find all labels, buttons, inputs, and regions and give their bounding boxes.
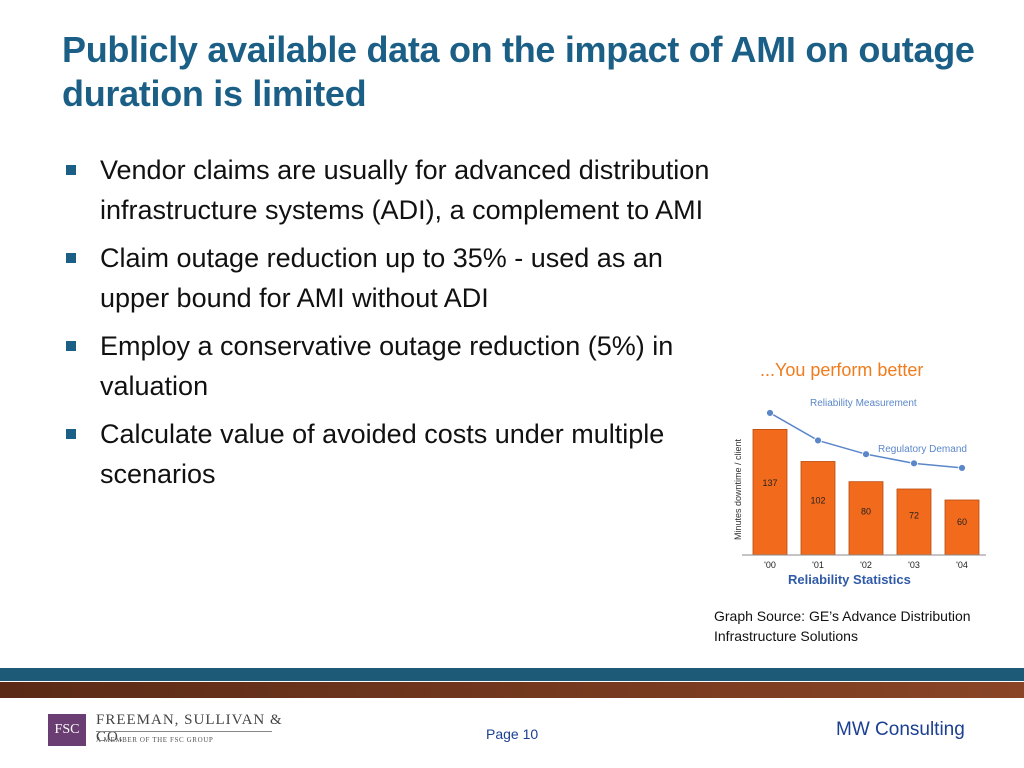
bar-value-label: 102 — [810, 496, 825, 506]
footer-band-brown — [0, 682, 1024, 698]
logo-divider — [96, 731, 272, 732]
bullet-text: Employ a conservative outage reduction (… — [100, 331, 674, 401]
logo-mark: FSC — [48, 714, 86, 746]
bullet-item: Employ a conservative outage reduction (… — [62, 326, 722, 406]
x-tick-label: '01 — [812, 560, 824, 570]
bar — [800, 461, 836, 556]
x-tick-label: '02 — [860, 560, 872, 570]
square-bullet-icon — [66, 165, 76, 175]
bar — [896, 488, 932, 556]
footer-band-blue — [0, 668, 1024, 681]
bar — [752, 429, 788, 556]
line-point — [862, 450, 870, 459]
bar-value-label: 72 — [909, 511, 919, 521]
logo-name: FREEMAN, SULLIVAN & CO. — [96, 712, 283, 745]
x-tick-label: '00 — [764, 560, 776, 570]
line-series-label: Reliability Measurement — [810, 398, 917, 409]
reliability-chart: ...You perform better Reliability Measur… — [730, 355, 990, 595]
square-bullet-icon — [66, 253, 76, 263]
graph-source-caption: Graph Source: GE’s Advance Distribution … — [714, 608, 971, 644]
line-series-path — [769, 412, 963, 469]
company-logo: FSC FREEMAN, SULLIVAN & CO. A MEMBER OF … — [40, 700, 290, 752]
square-bullet-icon — [66, 341, 76, 351]
bullet-list: Vendor claims are usually for advanced d… — [62, 150, 722, 502]
bar-value-label: 60 — [957, 517, 967, 527]
bar-value-label: 80 — [861, 507, 871, 517]
square-bullet-icon — [66, 429, 76, 439]
chart-subtitle: Reliability Statistics — [788, 572, 911, 587]
line-point — [766, 409, 774, 417]
logo-subtitle: A MEMBER OF THE FSC GROUP — [96, 736, 214, 744]
x-tick-label: '04 — [956, 560, 968, 570]
bar — [944, 499, 980, 556]
bar-value-label: 137 — [762, 478, 777, 488]
bullet-text: Calculate value of avoided costs under m… — [100, 419, 665, 489]
chart-title: ...You perform better — [760, 360, 923, 380]
line-point — [814, 436, 822, 445]
x-tick-label: '03 — [908, 560, 920, 570]
regulatory-demand-label: Regulatory Demand — [878, 444, 967, 455]
slide-title: Publicly available data on the impact of… — [62, 29, 975, 114]
y-axis-label: Minutes downtime / client — [733, 438, 743, 540]
bar — [848, 481, 884, 556]
line-point — [958, 464, 966, 472]
bullet-text: Claim outage reduction up to 35% - used … — [100, 243, 663, 313]
bullet-item: Vendor claims are usually for advanced d… — [62, 150, 722, 230]
bullet-text: Vendor claims are usually for advanced d… — [100, 155, 710, 225]
line-point — [910, 459, 918, 468]
page-number: Page 10 — [486, 726, 539, 742]
chart-svg: ...You perform better Reliability Measur… — [733, 360, 986, 587]
bullet-item: Claim outage reduction up to 35% - used … — [62, 238, 722, 318]
bullet-item: Calculate value of avoided costs under m… — [62, 414, 722, 494]
footer-company: MW Consulting — [836, 719, 965, 740]
